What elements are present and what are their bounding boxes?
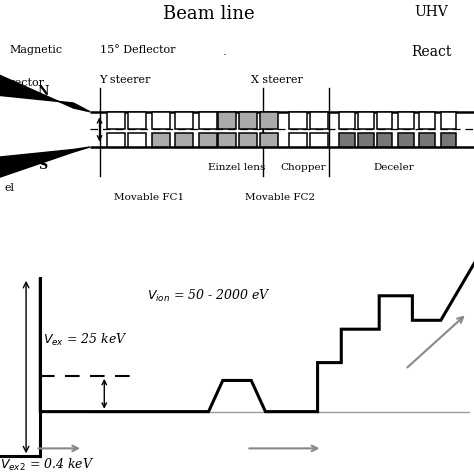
Text: Movable FC1: Movable FC1 bbox=[114, 193, 184, 202]
Text: 15° Deflector: 15° Deflector bbox=[100, 45, 175, 55]
Bar bbox=[419, 112, 435, 129]
Bar bbox=[107, 112, 125, 129]
Text: Y steerer: Y steerer bbox=[100, 75, 151, 85]
Bar bbox=[441, 112, 456, 129]
Bar bbox=[152, 112, 170, 129]
Bar bbox=[218, 133, 236, 147]
Text: X steerer: X steerer bbox=[251, 75, 303, 85]
Bar bbox=[175, 133, 193, 147]
Bar bbox=[339, 112, 355, 129]
Bar bbox=[218, 112, 236, 129]
Text: el: el bbox=[5, 183, 15, 193]
Text: Deceler: Deceler bbox=[373, 163, 414, 172]
Bar bbox=[419, 133, 435, 147]
Bar bbox=[398, 112, 414, 129]
Bar bbox=[107, 133, 125, 147]
Text: ·: · bbox=[223, 50, 227, 60]
Text: Movable FC2: Movable FC2 bbox=[245, 193, 315, 202]
Bar bbox=[310, 133, 328, 147]
Text: Beam line: Beam line bbox=[163, 5, 255, 23]
Text: Chopper: Chopper bbox=[281, 163, 326, 172]
Bar bbox=[339, 133, 355, 147]
Text: Magnetic: Magnetic bbox=[9, 45, 63, 55]
Text: N: N bbox=[37, 85, 48, 98]
Text: $V_{ion}$ = 50 - 2000 eV: $V_{ion}$ = 50 - 2000 eV bbox=[147, 288, 271, 304]
Text: UHV: UHV bbox=[414, 5, 448, 19]
Text: S: S bbox=[38, 159, 47, 173]
Bar bbox=[310, 112, 328, 129]
Bar bbox=[398, 133, 414, 147]
Bar bbox=[175, 112, 193, 129]
Text: Einzel lens: Einzel lens bbox=[208, 163, 266, 172]
Bar bbox=[289, 133, 307, 147]
Bar bbox=[260, 133, 278, 147]
Bar bbox=[239, 133, 257, 147]
Bar bbox=[358, 112, 374, 129]
Bar bbox=[441, 133, 456, 147]
Text: sector: sector bbox=[9, 78, 45, 88]
Polygon shape bbox=[0, 147, 90, 177]
Bar bbox=[260, 112, 278, 129]
Bar bbox=[128, 133, 146, 147]
Bar bbox=[128, 112, 146, 129]
Polygon shape bbox=[0, 75, 90, 112]
Bar bbox=[377, 133, 392, 147]
Bar bbox=[358, 133, 374, 147]
Bar bbox=[199, 112, 217, 129]
Bar bbox=[377, 112, 392, 129]
Bar bbox=[152, 133, 170, 147]
Bar bbox=[239, 112, 257, 129]
Bar bbox=[199, 133, 217, 147]
Text: $V_{ex2}$ = 0.4 keV: $V_{ex2}$ = 0.4 keV bbox=[0, 457, 94, 473]
Text: React: React bbox=[411, 45, 452, 59]
Text: $V_{ex}$ = 25 keV: $V_{ex}$ = 25 keV bbox=[43, 332, 128, 348]
Bar bbox=[289, 112, 307, 129]
